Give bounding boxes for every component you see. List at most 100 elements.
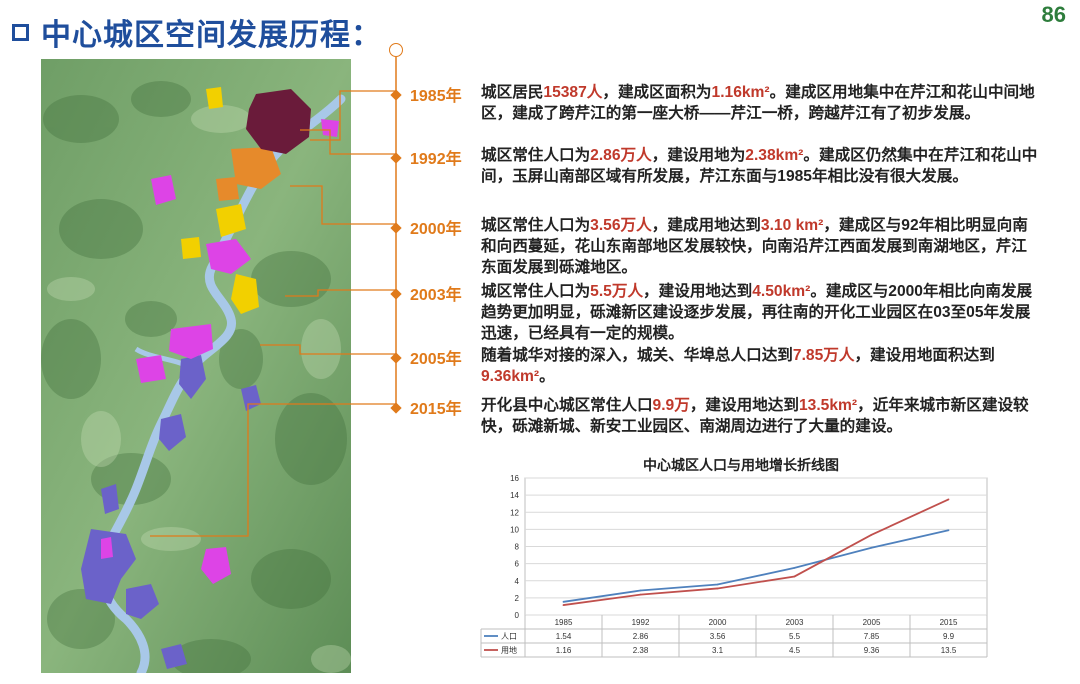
entry-text: 开化县中心城区常住人口9.9万，建设用地达到13.5km²，近年来城市新区建设较… <box>481 395 1041 437</box>
highlight-value: 13.5km² <box>799 397 858 414</box>
data-point <box>793 575 796 578</box>
entry-year: 2015年 <box>410 401 462 418</box>
entry-text-segment: ，建成区面积为 <box>602 84 712 101</box>
entry-text-segment: 城区常住人口为 <box>481 283 591 300</box>
diamond-icon <box>390 89 402 101</box>
entry-text: 城区常住人口为3.56万人，建成用地达到3.10 km²，建成区与92年相比明显… <box>481 215 1041 278</box>
y-tick-label: 10 <box>510 525 519 534</box>
data-point <box>947 498 950 501</box>
entry-year: 1985年 <box>410 88 462 105</box>
data-point <box>793 567 796 569</box>
entry-text-segment: 。建成区仍然集中在芹江和花山中间，玉屏山南部区域有所发展，芹江东面与1985年相… <box>481 147 1038 185</box>
table-cell-value: 3.1 <box>712 646 724 655</box>
entry-text: 城区常住人口为5.5万人，建设用地达到4.50km²。建成区与2000年相比向南… <box>481 281 1041 344</box>
table-cell-value: 13.5 <box>941 646 957 655</box>
x-tick-label: 1992 <box>632 618 650 627</box>
data-point <box>716 587 719 590</box>
highlight-value: 7.85万人 <box>792 347 855 364</box>
table-cell-value: 5.5 <box>789 632 801 641</box>
city-growth-map <box>41 59 351 673</box>
series-line-1 <box>563 529 949 603</box>
y-tick-label: 2 <box>515 594 520 603</box>
growth-chart: 中心城区人口与用地增长折线图 0 2 4 6 8 10 12 14 16 1985 1992 2000… <box>471 455 1011 665</box>
table-cell-value: 9.9 <box>943 632 955 641</box>
x-tick-label: 2015 <box>940 618 958 627</box>
series-line-2 <box>563 498 949 606</box>
table-cell-value: 3.56 <box>710 632 726 641</box>
x-tick-label: 1985 <box>555 618 573 627</box>
page-title-block: 中心城区空间发展历程： <box>12 14 382 52</box>
x-tick-label: 2003 <box>786 618 804 627</box>
page-number: 86 <box>1041 2 1066 27</box>
entry-text-segment: 开化县中心城区常住人口 <box>481 397 653 414</box>
x-tick-label: 2005 <box>863 618 881 627</box>
chart-plot: 0 2 4 6 8 10 12 14 16 1985 1992 2000 2003 2005 2015 人口 1… <box>480 475 988 658</box>
entry-text: 城区居民15387人，建成区面积为1.16km²。建成区用地集中在芹江和花山中间… <box>481 82 1041 124</box>
data-point <box>716 583 719 586</box>
area-1992 <box>216 147 281 201</box>
data-point <box>639 593 642 596</box>
highlight-value: 9.36km² <box>481 368 540 385</box>
data-point <box>870 546 873 549</box>
highlight-value: 3.10 km² <box>760 217 824 234</box>
table-cell-value: 2.38 <box>633 646 649 655</box>
entry-text-segment: ，建设用地达到 <box>643 283 753 300</box>
table-cell-value: 4.5 <box>789 646 801 655</box>
area-2000-2003 <box>181 87 259 314</box>
y-tick-label: 6 <box>515 560 520 569</box>
chart-title: 中心城区人口与用地增长折线图 <box>643 457 839 473</box>
y-tick-label: 14 <box>510 491 519 500</box>
entry-text-segment: 城区居民 <box>481 84 544 101</box>
data-point <box>562 604 565 606</box>
area-2005 <box>101 119 339 584</box>
entry-text-segment: 随着城华对接的深入，城关、华埠总人口达到 <box>481 347 793 364</box>
area-1985 <box>246 89 311 154</box>
timeline-start-circle <box>389 43 403 57</box>
map-graphic <box>41 59 351 673</box>
y-tick-label: 4 <box>515 577 520 586</box>
table-cell-value: 9.36 <box>864 646 880 655</box>
legend-label: 人口 <box>501 632 517 641</box>
y-tick-label: 0 <box>515 611 520 620</box>
entry-year: 2005年 <box>410 351 462 368</box>
table-cell-value: 2.86 <box>633 632 649 641</box>
entry-text-segment: ，建成区与92年相比明显向南和向西蔓延，花山东南部地区发展较快，向南沿芹江西面发… <box>481 217 1028 276</box>
entry-text-segment: ，建设用地为 <box>651 147 746 164</box>
highlight-value: 4.50km² <box>752 283 811 300</box>
entry-text-segment: ，近年来城市新区建设较快，砾滩新城、新安工业园区、南湖周边进行了大量的建设。 <box>481 397 1029 435</box>
entry-text-segment: ，建设用地达到 <box>689 397 799 414</box>
legend-label: 用地 <box>501 645 517 655</box>
square-bullet-icon <box>12 23 29 41</box>
data-point <box>639 589 642 592</box>
diamond-icon <box>390 222 402 234</box>
diamond-icon <box>390 152 402 164</box>
table-cell-value: 1.16 <box>556 646 572 655</box>
entry-text-segment: ，建设用地面积达到 <box>854 347 995 364</box>
highlight-value: 2.38km² <box>745 147 804 164</box>
y-tick-label: 12 <box>510 508 519 517</box>
entry-text-segment: 。 <box>539 368 555 385</box>
table-cell-value: 7.85 <box>864 632 880 641</box>
entry-year: 2003年 <box>410 287 462 304</box>
diamond-icon <box>390 288 402 300</box>
entry-text-segment: 城区常住人口为 <box>481 217 591 234</box>
x-tick-label: 2000 <box>709 618 727 627</box>
entry-year: 1992年 <box>410 151 462 168</box>
data-point <box>562 600 565 603</box>
entry-year: 2000年 <box>410 221 462 238</box>
entry-text: 城区常住人口为2.86万人，建设用地为2.38km²。建成区仍然集中在芹江和花山… <box>481 145 1041 187</box>
y-tick-label: 16 <box>510 475 519 483</box>
y-tick-label: 8 <box>515 543 520 552</box>
entry-text-segment: 。建成区用地集中在芹江和花山中间地区，建成了跨芹江的第一座大桥——芹江一桥，跨越… <box>481 84 1035 122</box>
data-point <box>947 529 950 532</box>
highlight-value: 1.16km² <box>711 84 770 101</box>
entry-text-segment: 城区常住人口为 <box>481 147 591 164</box>
table-cell-value: 1.54 <box>556 632 572 641</box>
highlight-value: 3.56万人 <box>590 217 652 234</box>
highlight-value: 9.9万 <box>652 397 690 414</box>
entry-text: 随着城华对接的深入，城关、华埠总人口达到7.85万人，建设用地面积达到 9.36k… <box>481 345 1041 387</box>
highlight-value: 2.86万人 <box>590 147 652 164</box>
highlight-value: 15387人 <box>543 84 603 101</box>
page-title: 中心城区空间发展历程： <box>41 19 382 52</box>
entry-text-segment: 。建成区与2000年相比向南发展趋势更加明显，砾滩新区建设逐步发展，再往南的开化… <box>481 283 1033 342</box>
